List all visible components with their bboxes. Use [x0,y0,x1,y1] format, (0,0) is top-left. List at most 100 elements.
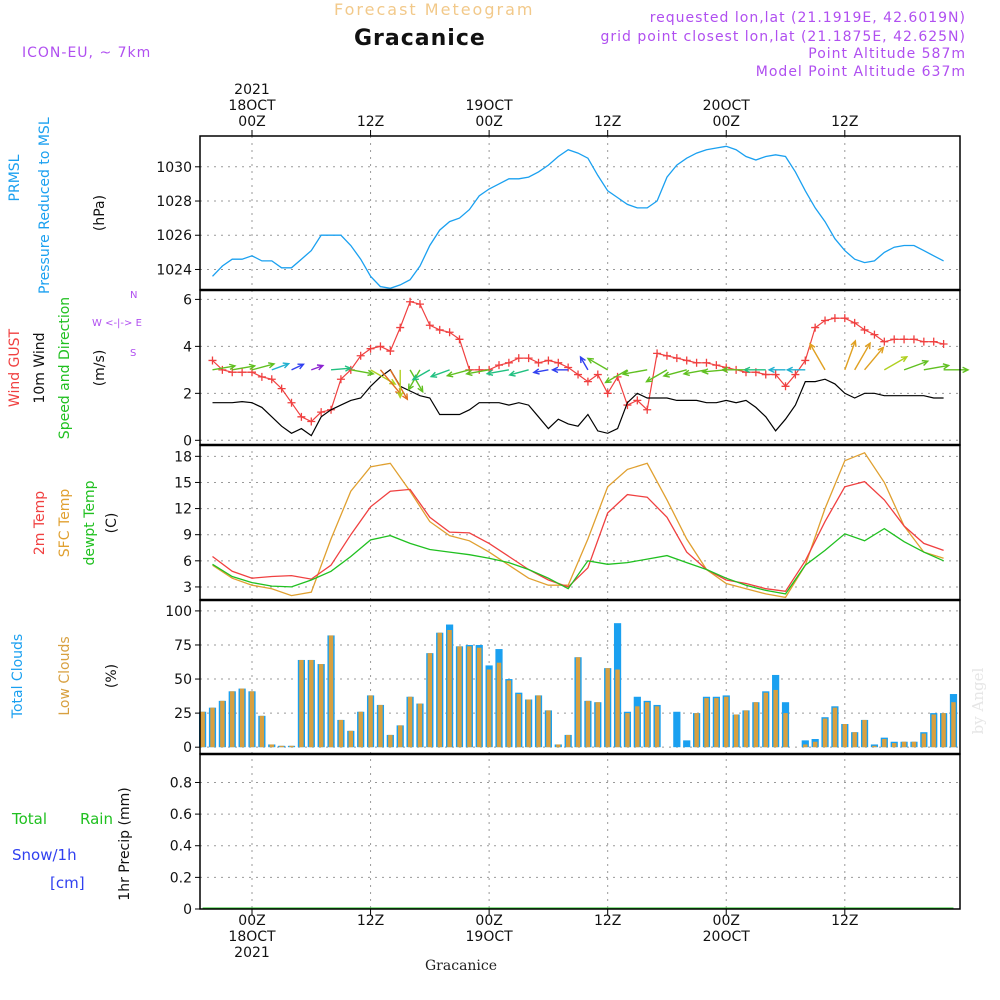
low-cloud-bar [724,696,729,748]
y-tick-label: 12 [174,502,192,518]
gust-marker [386,347,395,356]
wind-arrow-head [389,378,397,385]
low-cloud-bar [348,730,353,748]
time-label: 00Z 20OCT [686,913,766,945]
low-cloud-bar [872,745,877,748]
low-cloud-bar [477,647,482,748]
gust-marker [504,358,513,367]
gust-marker [524,354,533,363]
wind-arrow-head [411,374,419,381]
wind-arrow [864,347,884,371]
y-tick-label: 6 [183,554,192,570]
pressure-line [212,145,944,289]
gust-marker [445,328,454,337]
low-cloud-bar [704,698,709,748]
low-cloud-bar [892,743,897,748]
y-tick-label: 3 [183,580,192,596]
wind-arrow [447,369,470,377]
gust-marker [396,323,405,332]
wind-arrow-head [248,363,257,370]
compass-north: N [130,290,138,301]
time-label: 12Z [805,114,885,130]
y-tick-label: 6 [183,292,192,308]
wind-arrow-head [550,366,559,374]
time-label: 12Z [331,913,411,929]
gust-marker [238,368,247,377]
wind-arrow-head [228,363,237,370]
low-cloud-bar [447,629,452,748]
wind-speed-line [212,368,944,437]
low-cloud-bar [368,695,373,748]
y-tick-label: 0 [183,740,192,756]
time-label-line: 00Z [475,913,503,929]
wind-arrow-head [485,369,494,376]
point-altitude: Point Altitude 587m [808,46,966,62]
wind-arrow [350,369,374,375]
wind-arrow-head [532,368,540,375]
low-cloud-bar [378,704,383,748]
gust-marker [900,335,909,344]
wind-arrow-head [429,371,438,378]
wind-arrow-head [742,366,751,374]
wind-arrow-head [864,341,871,350]
low-cloud-bar [645,702,650,748]
gust-marker [406,297,415,306]
wind-arrow-head [282,362,291,369]
low-cloud-bar [388,734,393,748]
wind-arrow [409,369,424,393]
panel-frame-pressure [199,135,961,291]
gust-marker [653,349,662,358]
wind-arrow [509,369,529,376]
y-tick-label: 50 [174,672,192,688]
time-label: 00Z 19OCT [449,913,529,945]
gust-marker [682,356,691,365]
gust-marker [702,358,711,367]
wind-panel [208,297,970,437]
wind-arrow [587,357,609,371]
gust-marker [692,358,701,367]
gust-marker [880,337,889,346]
gust-marker [257,372,266,381]
wind-arrow [579,356,589,371]
gust-marker [208,356,217,365]
low-cloud-bar [585,700,591,748]
y-tick-label: 2 [183,386,192,402]
low-cloud-bar [625,713,630,748]
time-label-line: 20OCT [702,98,750,114]
total-cloud-bar [801,740,809,748]
low-cloud-bar [803,744,808,748]
gust-marker [574,370,583,379]
wind-arrow-head [367,369,375,377]
gust-marker [297,412,306,421]
wind-arrow-head [621,370,630,377]
time-label-line: 12Z [356,114,385,130]
time-label-line: 12Z [831,913,859,929]
time-label: 19OCT 00Z [449,98,529,130]
wind-arrow [430,369,450,378]
wind-arrow [311,364,324,371]
low-cloud-bar [536,695,541,748]
low-cloud-bar [951,702,956,748]
low-cloud-bar [773,689,778,748]
time-label-line: 00Z [712,913,740,929]
time-label: 12Z [568,913,648,929]
wind-arrow [903,360,928,371]
time-label-line: 12Z [593,114,622,130]
low-cloud-bar [565,734,571,748]
gust-marker [860,325,869,334]
y-tick-label: 1028 [156,194,192,210]
low-cloud-bar [230,691,235,748]
wind-arrow [232,365,255,371]
wind-arrow [487,369,510,375]
low-cloud-bar [714,698,719,748]
time-label-line: 19OCT [465,929,513,945]
wind-arrow-head [267,362,276,369]
gust-marker [712,361,721,370]
time-label-line: 12Z [831,114,859,130]
wind-arrow [291,363,304,371]
low-cloud-bar [615,669,620,748]
wind-arrow-head [942,363,951,370]
clouds-panel [199,623,958,748]
low-cloud-bar [733,714,739,748]
total-cloud-bar [673,711,681,748]
